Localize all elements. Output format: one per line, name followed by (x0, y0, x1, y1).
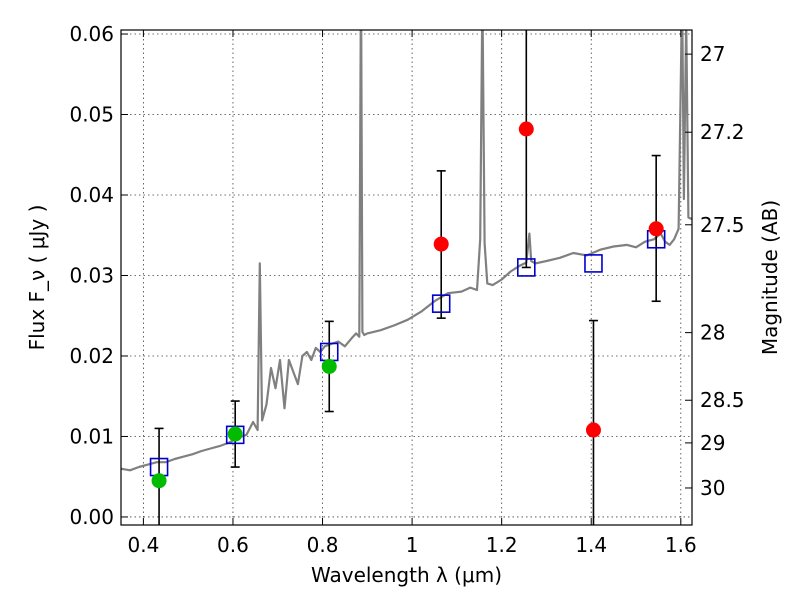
x-tick-label: 0.6 (217, 533, 249, 557)
x-tick-label: 0.4 (127, 533, 159, 557)
observed-flux-point (227, 426, 243, 442)
model-photometry-square (516, 258, 536, 277)
observed-points-layer (151, 121, 664, 489)
y-tick-label: 0.06 (69, 22, 114, 46)
model-photometry-layer (149, 229, 666, 477)
observed-flux-point (648, 221, 664, 237)
x-tick-label: 1 (406, 533, 419, 557)
grid-layer (121, 30, 692, 525)
right-tick-label: 27.5 (700, 213, 745, 237)
observed-flux-point (151, 473, 167, 489)
y-axis-label-right: Magnitude (AB) (758, 200, 782, 355)
right-tick-label: 29 (700, 431, 725, 455)
right-tick-label: 28.5 (700, 388, 745, 412)
x-tick-label: 0.8 (307, 533, 339, 557)
model-photometry-square (584, 254, 603, 273)
right-tick-label: 30 (700, 476, 725, 500)
y-tick-label: 0.05 (69, 103, 114, 127)
x-tick-label: 1.4 (575, 533, 607, 557)
observed-flux-point (433, 236, 449, 252)
tick-layer: 0.4 0.6 0.8 1 1.2 1.4 1.6 0.00 0.01 0.02 0.03 0.04 0… (69, 22, 744, 557)
x-axis-label: Wavelength λ (μm) (311, 563, 502, 587)
x-tick-label: 1.6 (665, 533, 697, 557)
right-tick-label: 28 (700, 321, 725, 345)
model-photometry-square (225, 425, 245, 445)
y-axis-label: Flux F_ν ( μJy ) (25, 205, 49, 351)
observed-flux-point (518, 121, 534, 137)
plot-frame (120, 29, 693, 526)
y-tick-label: 0.04 (69, 183, 114, 207)
right-tick-label: 27.2 (700, 120, 745, 144)
y-tick-label: 0.02 (69, 344, 114, 368)
y-tick-label: 0.00 (69, 505, 114, 529)
model-spectrum-line (121, 30, 692, 472)
y-tick-label: 0.01 (69, 424, 114, 448)
x-tick-label: 1.2 (486, 533, 518, 557)
observed-flux-point (321, 358, 337, 374)
right-tick-label: 27 (700, 42, 725, 66)
error-bar-layer (154, 30, 661, 525)
spectrum-layer (121, 30, 692, 472)
observed-flux-point (585, 422, 601, 438)
model-photometry-square (431, 294, 451, 313)
y-tick-label: 0.03 (69, 263, 114, 287)
